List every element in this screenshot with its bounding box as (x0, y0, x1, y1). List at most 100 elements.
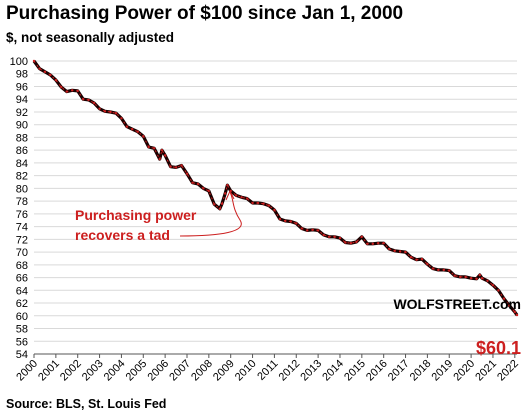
data-point (513, 310, 516, 314)
data-point (267, 204, 271, 207)
data-point (82, 98, 85, 101)
data-point (459, 275, 462, 279)
x-tick-label: 2022 (495, 358, 521, 384)
x-tick-label: 2011 (255, 358, 280, 383)
y-tick-label: 64 (16, 285, 28, 297)
data-point (409, 256, 413, 259)
data-point (453, 274, 456, 277)
data-point (125, 125, 129, 128)
data-point (109, 110, 112, 114)
data-point (515, 313, 519, 317)
data-point (120, 117, 123, 120)
data-point (393, 249, 396, 252)
data-point (289, 220, 292, 223)
source-note: Source: BLS, St. Louis Fed (6, 397, 167, 411)
data-point (226, 184, 229, 187)
data-point (338, 236, 342, 240)
x-tick-label: 2017 (386, 358, 412, 384)
x-tick-label: 2008 (189, 358, 215, 384)
gridlines (34, 60, 517, 355)
data-point (366, 242, 369, 245)
x-tick-label: 2000 (14, 358, 40, 384)
y-axis: 5456586062646668707274767880828486889092… (10, 56, 28, 361)
y-tick-label: 66 (16, 273, 28, 285)
data-point (142, 135, 145, 138)
data-point (382, 242, 385, 245)
data-point (486, 279, 489, 282)
data-point (508, 304, 511, 307)
y-tick-label: 96 (16, 81, 28, 93)
x-tick-label: 2001 (36, 358, 62, 384)
data-point (213, 203, 216, 206)
data-point (235, 194, 238, 197)
y-tick-label: 70 (16, 247, 28, 259)
x-tick-label: 2007 (167, 358, 193, 384)
annotation-line1: Purchasing power (75, 207, 197, 223)
x-tick-label: 2013 (298, 358, 324, 384)
data-point (76, 89, 79, 93)
data-point (98, 107, 101, 111)
data-point (398, 250, 402, 253)
data-point (180, 164, 183, 167)
series-line-highlight (33, 60, 518, 316)
data-point (371, 242, 374, 245)
data-point (54, 78, 58, 82)
y-tick-label: 58 (16, 324, 28, 336)
annotation-arrow (179, 191, 242, 237)
y-tick-label: 100 (10, 56, 28, 68)
data-point (174, 166, 178, 169)
data-point (185, 172, 189, 175)
data-point (502, 297, 506, 300)
data-point (344, 241, 347, 244)
data-point (464, 275, 467, 279)
x-tick-label: 2014 (320, 358, 346, 384)
data-point (71, 89, 74, 92)
x-tick-label: 2019 (430, 358, 456, 384)
x-tick-label: 2015 (342, 358, 368, 384)
data-point (437, 268, 440, 272)
data-point (491, 284, 495, 287)
data-point (92, 101, 96, 105)
x-tick-label: 2004 (102, 358, 128, 384)
data-point (224, 192, 227, 195)
data-point (284, 219, 287, 223)
x-tick-label: 2009 (211, 358, 237, 384)
data-point (196, 182, 200, 186)
data-point (60, 85, 63, 89)
y-tick-label: 84 (16, 158, 28, 170)
x-tick-label: 2020 (451, 358, 477, 384)
data-point (355, 240, 358, 244)
x-tick-label: 2010 (233, 358, 259, 384)
x-tick-label: 2021 (473, 358, 499, 384)
data-point (207, 189, 210, 193)
y-tick-label: 90 (16, 120, 28, 132)
y-tick-label: 92 (16, 107, 28, 119)
y-tick-label: 82 (16, 171, 28, 183)
data-point (448, 269, 451, 272)
data-point (333, 235, 336, 238)
data-point (478, 273, 481, 277)
data-point (245, 197, 249, 200)
watermark: WOLFSTREET.com (393, 296, 521, 312)
y-tick-label: 68 (16, 260, 28, 272)
x-tick-label: 2002 (58, 358, 84, 384)
y-tick-label: 94 (16, 94, 28, 106)
x-tick-label: 2003 (80, 358, 106, 384)
data-point (497, 289, 500, 292)
data-point (262, 202, 265, 205)
data-point (153, 147, 156, 150)
last-value-label: $60.1 (476, 338, 521, 358)
y-tick-label: 60 (16, 311, 28, 323)
data-point (295, 222, 298, 225)
annotation-line2: recovers a tad (75, 227, 170, 243)
data-point (202, 187, 205, 190)
data-point (316, 229, 320, 232)
y-tick-label: 56 (16, 336, 28, 348)
data-point (469, 277, 473, 280)
x-tick-label: 2018 (408, 358, 434, 384)
data-point (32, 59, 36, 63)
data-point (220, 202, 224, 205)
data-point (103, 110, 107, 113)
data-point (273, 208, 276, 212)
